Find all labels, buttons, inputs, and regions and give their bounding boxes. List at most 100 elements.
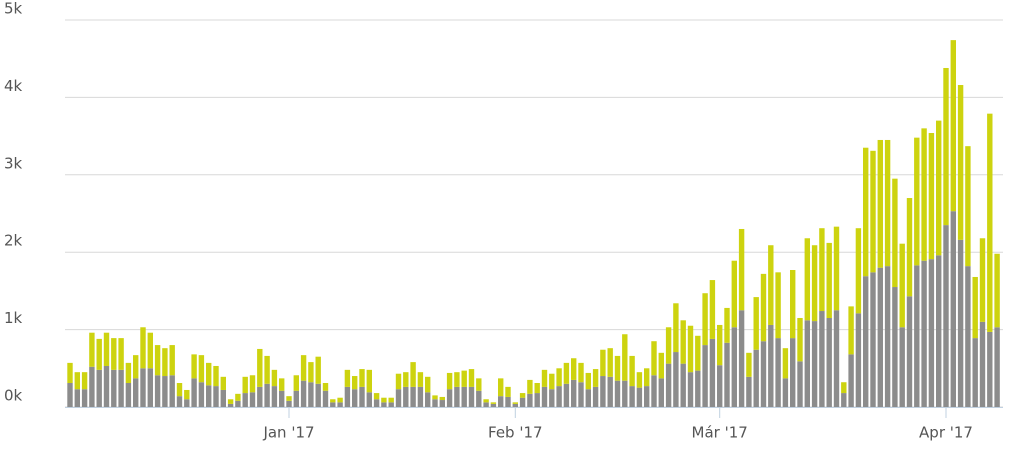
bar-segment: [877, 267, 883, 407]
bar-segment: [271, 369, 278, 387]
bar-segment: [512, 403, 518, 407]
bar-segment: [578, 382, 584, 407]
bar-segment: [965, 146, 971, 267]
bar-segment: [191, 378, 197, 407]
bar-segment: [96, 338, 102, 370]
bar-segment: [717, 324, 723, 366]
bar-segment: [768, 245, 774, 325]
bar-segment: [388, 402, 394, 407]
bar-segment: [665, 327, 672, 364]
bar-segment: [702, 293, 708, 346]
x-tick-label: Feb '17: [488, 424, 543, 442]
bar-segment: [67, 362, 73, 384]
bar-segment: [198, 382, 205, 407]
bar-segment: [395, 373, 402, 390]
bar-segment: [950, 40, 956, 212]
bar-segment: [366, 369, 372, 393]
bar-segment: [790, 338, 796, 407]
bar-segment: [636, 387, 643, 407]
bar-segment: [877, 139, 883, 268]
bar-segment: [454, 386, 460, 407]
bar-segment: [315, 383, 321, 407]
bar-segment: [359, 369, 365, 387]
bar-segment: [979, 238, 986, 322]
bar-segment: [790, 270, 796, 339]
bar-segment: [242, 393, 248, 407]
bar-segment: [322, 390, 329, 407]
bar-segment: [154, 345, 161, 376]
bar-segment: [373, 399, 380, 407]
bar-segment: [483, 402, 489, 407]
bar-segment: [709, 338, 716, 407]
bar-segment: [797, 361, 803, 407]
y-tick-label: 2k: [4, 232, 23, 250]
bar-segment: [147, 332, 153, 369]
bar-segment: [279, 390, 285, 407]
bar-segment: [826, 317, 832, 407]
bar-segment: [89, 332, 95, 367]
bar-segment: [622, 334, 628, 381]
bar-segment: [461, 386, 467, 407]
bar-segment: [454, 372, 460, 387]
bar-segment: [286, 396, 292, 401]
bar-segment: [731, 327, 737, 407]
bar-segment: [914, 265, 920, 407]
bar-segment: [213, 365, 219, 387]
bar-segment: [972, 276, 978, 339]
bar-segment: [461, 370, 467, 387]
bar-segment: [571, 379, 577, 407]
bar-segment: [169, 375, 175, 407]
bar-segment: [286, 400, 292, 407]
bar-segment: [811, 245, 818, 322]
bar-segment: [162, 348, 168, 377]
bar-segment: [607, 376, 613, 407]
bar-segment: [541, 369, 548, 387]
bar-segment: [994, 253, 1000, 328]
bar-segment: [330, 399, 336, 403]
bar-segment: [600, 349, 606, 377]
bar-segment: [782, 378, 789, 407]
bar-segment: [884, 266, 891, 407]
bar-segment: [322, 383, 329, 391]
bar-segment: [644, 386, 650, 407]
bar-segment: [162, 376, 168, 407]
bar-segment: [870, 272, 876, 407]
bar-segment: [249, 375, 256, 393]
bar-segment: [271, 386, 278, 407]
bar-segment: [264, 355, 270, 384]
bar-segment: [921, 128, 927, 261]
bar-segment: [410, 362, 416, 387]
bar-segment: [687, 372, 694, 407]
bar-segment: [81, 389, 88, 407]
bar-segment: [476, 390, 482, 407]
bar-segment: [118, 338, 124, 370]
bar-segment: [235, 393, 241, 401]
bar-segment: [541, 386, 548, 407]
bar-segment: [140, 368, 146, 407]
bar-segment: [330, 402, 336, 407]
bar-segment: [184, 399, 190, 407]
bar-segment: [965, 266, 971, 407]
bar-segment: [753, 297, 759, 350]
bar-segment: [899, 243, 905, 328]
bar-segment: [658, 352, 664, 379]
bar-segment: [760, 341, 767, 407]
bar-segment: [629, 355, 635, 387]
bar-segment: [176, 396, 183, 407]
bar-segment: [892, 287, 898, 407]
bar-segment: [928, 259, 935, 407]
y-tick-label: 3k: [4, 154, 23, 172]
bar-segment: [359, 386, 365, 407]
bar-segment: [468, 369, 475, 387]
bar-segment: [819, 228, 825, 312]
bar-segment: [220, 389, 226, 407]
bar-segment: [549, 373, 555, 390]
bar-segment: [957, 239, 964, 407]
bar-segment: [841, 382, 847, 394]
y-tick-label: 1k: [4, 309, 23, 327]
bar-segment: [731, 260, 737, 328]
bar-segment: [534, 393, 540, 407]
bar-segment: [651, 375, 657, 407]
bar-segment: [147, 368, 153, 407]
